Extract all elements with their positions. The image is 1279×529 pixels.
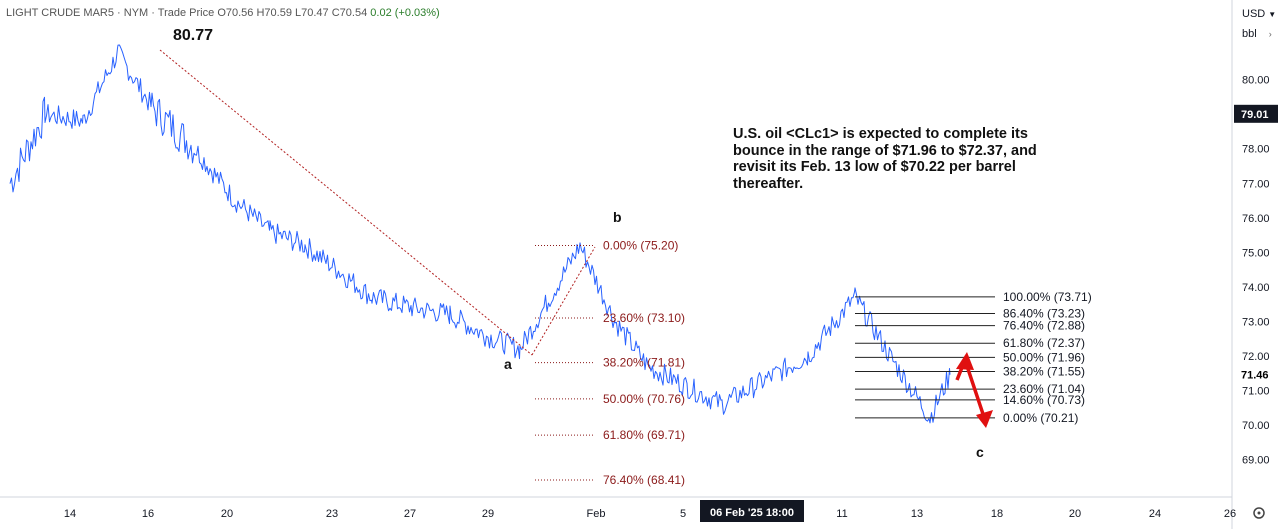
x-tick-label: 27	[404, 508, 416, 520]
x-tick-label: 14	[64, 508, 76, 520]
wave-labels: 80.77 a b c	[173, 27, 984, 460]
x-tick-label: 11	[836, 508, 847, 520]
fib-right-level-label: 23.60% (71.04)	[1003, 382, 1085, 396]
crosshair-time-badge	[700, 500, 804, 522]
crosshair-time-label: 06 Feb '25 18:00	[710, 507, 794, 519]
y-tick-label: 69.00	[1242, 455, 1270, 467]
ohlc-open: O70.56	[217, 7, 254, 19]
fib-right-level-label: 50.00% (71.96)	[1003, 350, 1085, 364]
peak-price-label: 80.77	[173, 27, 213, 44]
x-tick-label: 23	[326, 508, 338, 520]
y-tick-label: 78.00	[1242, 144, 1270, 156]
y-tick-label: 70.00	[1242, 420, 1270, 432]
x-tick-label: 18	[991, 508, 1003, 520]
price-axis: 69.00 70.00 71.00 72.00 73.00 74.00 75.00 76.00…	[1234, 75, 1278, 467]
time-axis: 14 16 20 23 27 29 Feb 5 11 13 18 20 24 26 06 Feb '25 1…	[64, 500, 1265, 522]
fib-right-level-label: 14.60% (70.73)	[1003, 393, 1085, 407]
y-tick-label: 76.00	[1242, 213, 1270, 225]
x-tick-label: 16	[142, 508, 154, 520]
ohlc-high: H70.59	[256, 7, 292, 19]
fib-retracement-right: 100.00% (73.71) 86.40% (73.23)76.40% (72.…	[855, 290, 1092, 425]
fib-right-level-label: 100.00% (73.71)	[1003, 290, 1092, 304]
crosshair-price-badge	[1234, 104, 1278, 123]
y-tick-label: 71.00	[1242, 386, 1270, 398]
arrow-down-icon	[976, 410, 993, 428]
price-series-line	[9, 44, 951, 424]
x-tick-label: 20	[221, 508, 233, 520]
arrow-up-icon	[956, 352, 974, 370]
gear-icon-center	[1257, 511, 1261, 515]
fib-right-level-label: 38.20% (71.55)	[1003, 365, 1085, 379]
fib-left-level-label: 0.00% (75.20)	[603, 238, 678, 252]
x-tick-label: 26	[1224, 508, 1236, 520]
x-tick-label: Feb	[587, 508, 606, 520]
fib-right-level-label: 76.40% (72.88)	[1003, 319, 1085, 333]
y-tick-label: 74.00	[1242, 282, 1270, 294]
fib-right-level-label: 86.40% (73.23)	[1003, 307, 1085, 321]
y-tick-label: 75.00	[1242, 247, 1270, 259]
fib-left-level-label: 50.00% (70.76)	[603, 392, 685, 406]
chevron-right-icon: ›	[1268, 29, 1272, 39]
downtrend-line[interactable]	[159, 49, 533, 356]
analysis-annotation: U.S. oil <CLc1> is expected to complete …	[733, 126, 1037, 192]
ohlc-low: L70.47	[295, 7, 329, 19]
exchange: NYM	[123, 7, 149, 19]
x-tick-label: 24	[1149, 508, 1161, 520]
crosshair-price-label: 79.01	[1241, 109, 1269, 121]
trend-lines	[159, 49, 596, 356]
x-tick-label: 13	[911, 508, 923, 520]
symbol-header: LIGHT CRUDE MAR5 · NYM · Trade Price O70…	[6, 7, 440, 19]
wave-a-label: a	[504, 356, 512, 372]
last-price-label: 71.46	[1241, 370, 1269, 382]
fib-right-level-label: 0.00% (70.21)	[1003, 411, 1078, 425]
ohlc-close: C70.54	[331, 7, 368, 19]
unit-label: bbl	[1242, 28, 1257, 40]
last-price-badge	[1234, 365, 1278, 384]
x-tick-label: 20	[1069, 508, 1081, 520]
fib-right-level-label: 61.80% (72.37)	[1003, 336, 1085, 350]
chevron-down-icon: ▼	[1268, 9, 1277, 19]
price-type: Trade Price	[157, 7, 215, 19]
currency-selector[interactable]: USD ▼	[1236, 4, 1276, 24]
x-tick-label: 29	[482, 508, 494, 520]
fib-left-level-label: 61.80% (69.71)	[603, 428, 685, 442]
y-tick-label: 73.00	[1242, 316, 1270, 328]
y-tick-label: 80.00	[1242, 75, 1270, 87]
wave-c-label: c	[976, 444, 984, 460]
y-tick-label: 77.00	[1242, 178, 1270, 190]
currency-label: USD	[1242, 8, 1266, 20]
wave-b-label: b	[613, 209, 622, 225]
symbol-name[interactable]: LIGHT CRUDE MAR5	[6, 7, 114, 19]
unit-selector[interactable]: bbl ›	[1236, 24, 1276, 44]
fib-left-level-label: 38.20% (71.81)	[603, 356, 685, 370]
price-change: 0.02 (+0.03%)	[370, 7, 440, 19]
projection-arrows	[955, 352, 993, 428]
fib-left-level-label: 23.60% (73.10)	[603, 311, 685, 325]
price-series	[9, 44, 951, 424]
x-tick-label: 5	[680, 508, 686, 520]
y-tick-label: 72.00	[1242, 351, 1270, 363]
gear-icon[interactable]	[1253, 507, 1265, 519]
fib-left-level-label: 76.40% (68.41)	[603, 473, 685, 487]
fib-retracement-left: 0.00% (75.20) 23.60% (73.10) 38.20% (71.81…	[535, 238, 685, 487]
wave-b-line[interactable]	[531, 246, 596, 356]
